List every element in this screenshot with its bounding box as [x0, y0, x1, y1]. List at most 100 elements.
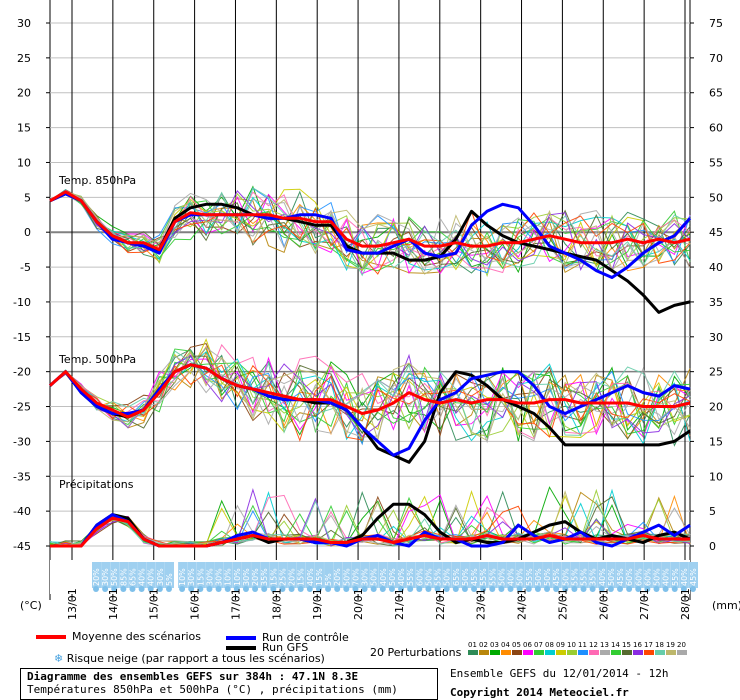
snow-risk-value: 55%: [580, 568, 589, 586]
snowflake-icon: [607, 586, 614, 592]
perturbation-swatch: [578, 650, 588, 655]
x-tick-label: 20/01: [352, 588, 365, 620]
snowflake-icon: [279, 586, 286, 592]
perturbation-id: 18: [655, 641, 664, 649]
snow-risk-cell: [506, 562, 516, 588]
snowflake-icon: [617, 586, 624, 592]
left-tick-label: -40: [13, 505, 31, 518]
snowflake-icon: [297, 586, 304, 592]
legend-control-swatch: [226, 636, 256, 640]
snow-risk-cell: [164, 562, 174, 588]
snowflake-icon: [598, 586, 605, 592]
snow-risk-cell: [387, 562, 397, 588]
snow-risk-cell: [269, 562, 279, 588]
snowflake-icon: [571, 586, 578, 592]
snowflake-icon: [562, 586, 569, 592]
snowflake-icon: [407, 586, 414, 592]
snow-risk-value: 45%: [689, 568, 698, 586]
perturbation-line-20: [49, 367, 691, 444]
snowflake-icon: [644, 586, 651, 592]
snowflake-icon: [325, 586, 332, 592]
snow-risk-value: 50%: [497, 568, 506, 586]
snow-risk-cell: [606, 562, 616, 588]
right-tick-label: 25: [709, 366, 723, 379]
snow-risk-cell: [101, 562, 111, 588]
snow-risk-cell: [92, 562, 101, 588]
snowflake-icon: [206, 586, 213, 592]
snow-risk-value: 50%: [561, 568, 570, 586]
snow-risk-value: 60%: [643, 568, 652, 586]
right-tick-label: 45: [709, 226, 723, 239]
snowflake-icon: [102, 586, 109, 592]
perturbation-line-6: [49, 356, 691, 438]
x-tick-label: 15/01: [148, 588, 161, 620]
chart-info-box: Diagramme des ensembles GEFS sur 384h : …: [20, 668, 438, 700]
snow-risk-value: 45%: [470, 568, 479, 586]
snow-risk-value: 50%: [516, 568, 525, 586]
snow-risk-value: 25%: [278, 568, 287, 586]
snowflake-icon: [352, 586, 359, 592]
snow-risk-cell: [314, 562, 324, 588]
snow-risk-cell: [305, 562, 315, 588]
copyright: Copyright 2014 Meteociel.fr: [450, 686, 629, 699]
snowflake-icon: [525, 586, 532, 592]
left-tick-label: 25: [17, 52, 31, 65]
snow-risk-value: 15%: [297, 568, 306, 586]
snowflake-icon: [544, 586, 551, 592]
snow-risk-value: 30%: [205, 568, 214, 586]
right-tick-label: 60: [709, 122, 723, 135]
snowflake-icon: [188, 586, 195, 592]
snowflake-icon: [553, 586, 560, 592]
snowflake-icon: [288, 586, 295, 592]
snow-risk-value: 60%: [415, 568, 424, 586]
snow-risk-value: 60%: [625, 568, 634, 586]
x-tick-label: 17/01: [229, 588, 242, 620]
snow-risk-value: 15%: [269, 568, 278, 586]
snow-risk-value: 65%: [128, 568, 137, 586]
legend-gfs-swatch: [226, 646, 256, 650]
snowflake-icon: [197, 586, 204, 592]
x-tick-label: 23/01: [475, 588, 488, 620]
right-tick-label: 10: [709, 470, 723, 483]
legend-mean-swatch: [36, 635, 66, 639]
snowflake-icon: [662, 586, 669, 592]
left-tick-label: 20: [17, 87, 31, 100]
perturbation-swatch: [545, 650, 555, 655]
snow-risk-value: 60%: [634, 568, 643, 586]
x-tick-label: 25/01: [556, 588, 569, 620]
snow-risk-cell: [205, 562, 215, 588]
snow-risk-value: 55%: [488, 568, 497, 586]
left-tick-label: 30: [17, 17, 31, 30]
right-tick-label: 15: [709, 435, 723, 448]
perturbation-swatch: [611, 650, 621, 655]
right-tick-label: 20: [709, 401, 723, 414]
snow-risk-value: 40%: [306, 568, 315, 586]
left-tick-label: -20: [13, 366, 31, 379]
perturbation-swatch: [644, 650, 654, 655]
perturbation-id: 05: [512, 641, 521, 649]
perturbation-id: 16: [633, 641, 642, 649]
snowflake-icon: [215, 586, 222, 592]
snow-risk-value: 40%: [147, 568, 156, 586]
snow-risk-cell: [442, 562, 452, 588]
perturbation-swatch: [479, 650, 489, 655]
right-tick-label: 70: [709, 52, 723, 65]
left-tick-label: 5: [24, 191, 31, 204]
snow-risk-value: 55%: [671, 568, 680, 586]
left-tick-label: 10: [17, 156, 31, 169]
snowflake-icon: [156, 586, 163, 592]
perturbation-line-15: [49, 355, 691, 440]
snowflake-icon: [416, 586, 423, 592]
series-t500-control: [49, 363, 691, 457]
snow-risk-value: 10%: [224, 568, 233, 586]
snowflake-icon: [680, 586, 687, 592]
snow-risk-value: 30%: [361, 568, 370, 586]
snow-risk-cell: [643, 562, 653, 588]
snow-risk-cell: [378, 562, 388, 588]
left-axis-ticks: 30 25 20 15 10 5 0 -5 -10 -15 -20 -25 -30 -35 -40 -45: [13, 17, 31, 553]
snowflake-icon: [489, 586, 496, 592]
perturbation-swatch: [523, 650, 533, 655]
snow-risk-cell: [479, 562, 489, 588]
right-axis-unit: (mm): [712, 599, 740, 612]
